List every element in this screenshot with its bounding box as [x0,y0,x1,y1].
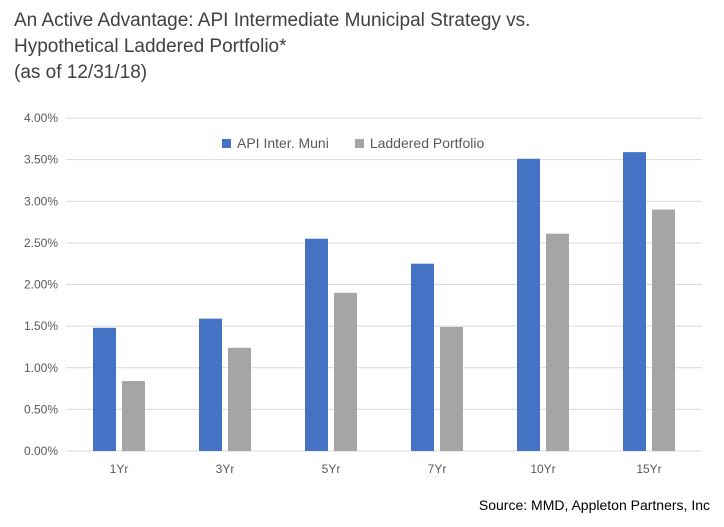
x-tick-label: 3Yr [216,462,235,476]
chart-title-line-2: Hypothetical Laddered Portfolio* [14,36,287,57]
bar-laddered-10yr [546,233,569,451]
bar-laddered-5yr [334,292,357,451]
y-tick-label: 1.00% [24,361,58,375]
gridlines [66,117,702,452]
bar-laddered-15yr [652,209,675,451]
legend-label-laddered: Laddered Portfolio [369,135,485,151]
y-tick-label: 2.50% [24,236,58,250]
bar-api-5yr [305,238,328,451]
y-tick-label: 0.00% [24,444,58,458]
legend: API Inter. Muni Laddered Portfolio [222,135,510,151]
x-tick-label: 5Yr [322,462,341,476]
chart-title: An Active Advantage: API Intermediate Mu… [14,8,530,86]
bar-api-3yr [199,318,222,451]
legend-item-laddered: Laddered Portfolio [354,135,485,151]
bar-laddered-1yr [122,381,145,451]
chart-title-line-3: (as of 12/31/18) [14,62,148,83]
bar-laddered-3yr [228,347,251,451]
source-note: Source: MMD, Appleton Partners, Inc [478,497,710,513]
chart-title-line-1: An Active Advantage: API Intermediate Mu… [14,10,531,31]
y-tick-label: 0.50% [24,402,58,416]
legend-swatch-laddered [354,138,364,148]
bar-chart: 0.00% 0.50% 1.00% 1.50% 2.00% 2.50% 3.00% 3.50%… [24,111,702,476]
x-axis-ticks: 1Yr 3Yr 5Yr 7Yr 10Yr 15Yr [110,462,662,476]
y-tick-label: 4.00% [24,111,58,125]
bar-laddered-7yr [440,326,463,451]
x-tick-label: 10Yr [530,462,555,476]
bar-api-7yr [411,263,434,451]
bars [93,152,675,452]
bar-api-10yr [517,158,540,452]
y-axis-ticks: 0.00% 0.50% 1.00% 1.50% 2.00% 2.50% 3.00% 3.50%… [24,111,58,458]
y-tick-label: 3.50% [24,153,58,167]
legend-swatch-api [222,138,231,148]
y-tick-label: 3.00% [24,194,58,208]
bar-api-1yr [93,327,116,451]
legend-label-api: API Inter. Muni [237,135,329,151]
y-tick-label: 1.50% [24,319,58,333]
x-tick-label: 15Yr [636,462,661,476]
y-tick-label: 2.00% [24,278,58,292]
bar-api-15yr [623,152,646,451]
x-tick-label: 7Yr [428,462,447,476]
x-tick-label: 1Yr [110,462,129,476]
legend-item-api: API Inter. Muni [222,135,329,151]
